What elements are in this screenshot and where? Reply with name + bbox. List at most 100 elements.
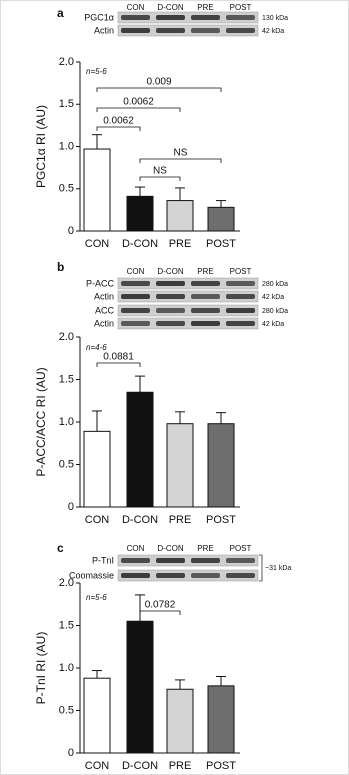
lane-label: D-CON <box>157 3 183 12</box>
y-tick-label: 2.0 <box>59 577 74 589</box>
blot-row <box>117 11 259 24</box>
bar <box>207 206 235 232</box>
blot-row-label: P-TnI <box>92 555 114 565</box>
blot-band <box>156 558 185 563</box>
y-tick-label: 0 <box>68 225 74 237</box>
lane-label: CON <box>127 3 145 12</box>
kda-label: 42 kDa <box>262 321 284 328</box>
blot-row-label: P-ACC <box>86 278 115 288</box>
blot-row-label: Actin <box>94 25 114 35</box>
blot-band <box>121 573 150 578</box>
blot-band <box>156 28 185 33</box>
y-tick-label: 1.0 <box>59 140 74 152</box>
y-tick-label: 2.0 <box>59 331 74 343</box>
x-tick-label: CON <box>85 238 110 250</box>
bar <box>166 200 194 232</box>
blot-band <box>121 308 150 313</box>
x-tick-label: D-CON <box>122 514 158 526</box>
significance-label: 0.0062 <box>103 116 134 127</box>
y-tick-label: 1.0 <box>59 416 74 428</box>
blot-band <box>191 15 220 20</box>
blot-band <box>121 281 150 286</box>
blot-band <box>121 558 150 563</box>
significance-bracket <box>96 87 222 92</box>
panel-letter: c <box>57 541 64 555</box>
significance-label: NS <box>153 166 167 177</box>
y-tick-label: 0 <box>68 747 74 759</box>
blot-row <box>117 554 259 567</box>
blot-row <box>117 290 259 303</box>
blot-row-label: ACC <box>95 305 115 315</box>
blot-row-label: Actin <box>94 318 114 328</box>
y-tick-label: 0.5 <box>59 704 74 716</box>
blot-band <box>191 308 220 313</box>
kda-label: ~31 kDa <box>265 565 291 572</box>
blot-band <box>191 321 220 326</box>
blot-band <box>121 294 150 299</box>
n-label: n=5-6 <box>86 593 107 602</box>
significance-label: 0.009 <box>146 77 171 88</box>
lane-label: POST <box>230 3 252 12</box>
blot-band <box>191 573 220 578</box>
lane-label: D-CON <box>157 544 183 553</box>
x-tick-label: PRE <box>169 514 192 526</box>
bar <box>207 685 235 754</box>
significance-label: 0.0782 <box>145 600 176 611</box>
y-tick-label: 1.5 <box>59 98 74 110</box>
y-tick-label: 1.5 <box>59 619 74 631</box>
x-tick-label: POST <box>206 760 236 772</box>
lane-label: CON <box>127 544 145 553</box>
significance-bracket <box>139 176 181 181</box>
lane-label: PRE <box>197 3 213 12</box>
blot-band <box>226 573 255 578</box>
bar <box>83 677 111 754</box>
y-tick-label: 1.0 <box>59 662 74 674</box>
blot-row <box>117 277 259 290</box>
bar <box>83 148 111 232</box>
bar <box>126 620 154 754</box>
significance-bracket <box>96 126 141 131</box>
lane-label: PRE <box>197 544 213 553</box>
panel-letter: b <box>57 260 64 274</box>
bar <box>166 688 194 754</box>
n-label: n=4-6 <box>86 343 107 352</box>
blot-row-label: PGC1α <box>84 12 114 22</box>
blot-band <box>226 558 255 563</box>
blot-band <box>226 281 255 286</box>
blot-band <box>226 28 255 33</box>
y-tick-label: 0.5 <box>59 458 74 470</box>
significance-label: 0.0062 <box>123 97 154 108</box>
x-tick-label: POST <box>206 514 236 526</box>
x-tick-label: CON <box>85 514 110 526</box>
y-axis-label: P-ACC/ACC RI (AU) <box>34 367 48 476</box>
significance-label: 0.0881 <box>103 352 134 363</box>
significance-bracket <box>139 158 222 163</box>
significance-bracket <box>96 107 181 112</box>
significance-bracket <box>96 362 141 367</box>
x-tick-label: CON <box>85 760 110 772</box>
kda-label: 42 kDa <box>262 28 284 35</box>
y-axis-label: P-TnI RI (AU) <box>34 632 48 705</box>
blot-band <box>156 281 185 286</box>
lane-label: CON <box>127 267 145 276</box>
kda-label: 130 kDa <box>262 15 288 22</box>
blot-band <box>156 294 185 299</box>
n-label: n=5-6 <box>86 67 107 76</box>
blot-band <box>191 558 220 563</box>
blot-band <box>226 321 255 326</box>
bar <box>126 195 154 232</box>
lane-label: POST <box>230 267 252 276</box>
panel-letter: a <box>57 6 64 20</box>
blot-row <box>117 24 259 37</box>
blot-band <box>156 573 185 578</box>
lane-label: D-CON <box>157 267 183 276</box>
bar <box>166 423 194 508</box>
bar <box>126 391 154 508</box>
blot-band <box>156 321 185 326</box>
blot-band <box>156 308 185 313</box>
blot-band <box>156 15 185 20</box>
bar <box>207 423 235 508</box>
bar <box>83 430 111 508</box>
